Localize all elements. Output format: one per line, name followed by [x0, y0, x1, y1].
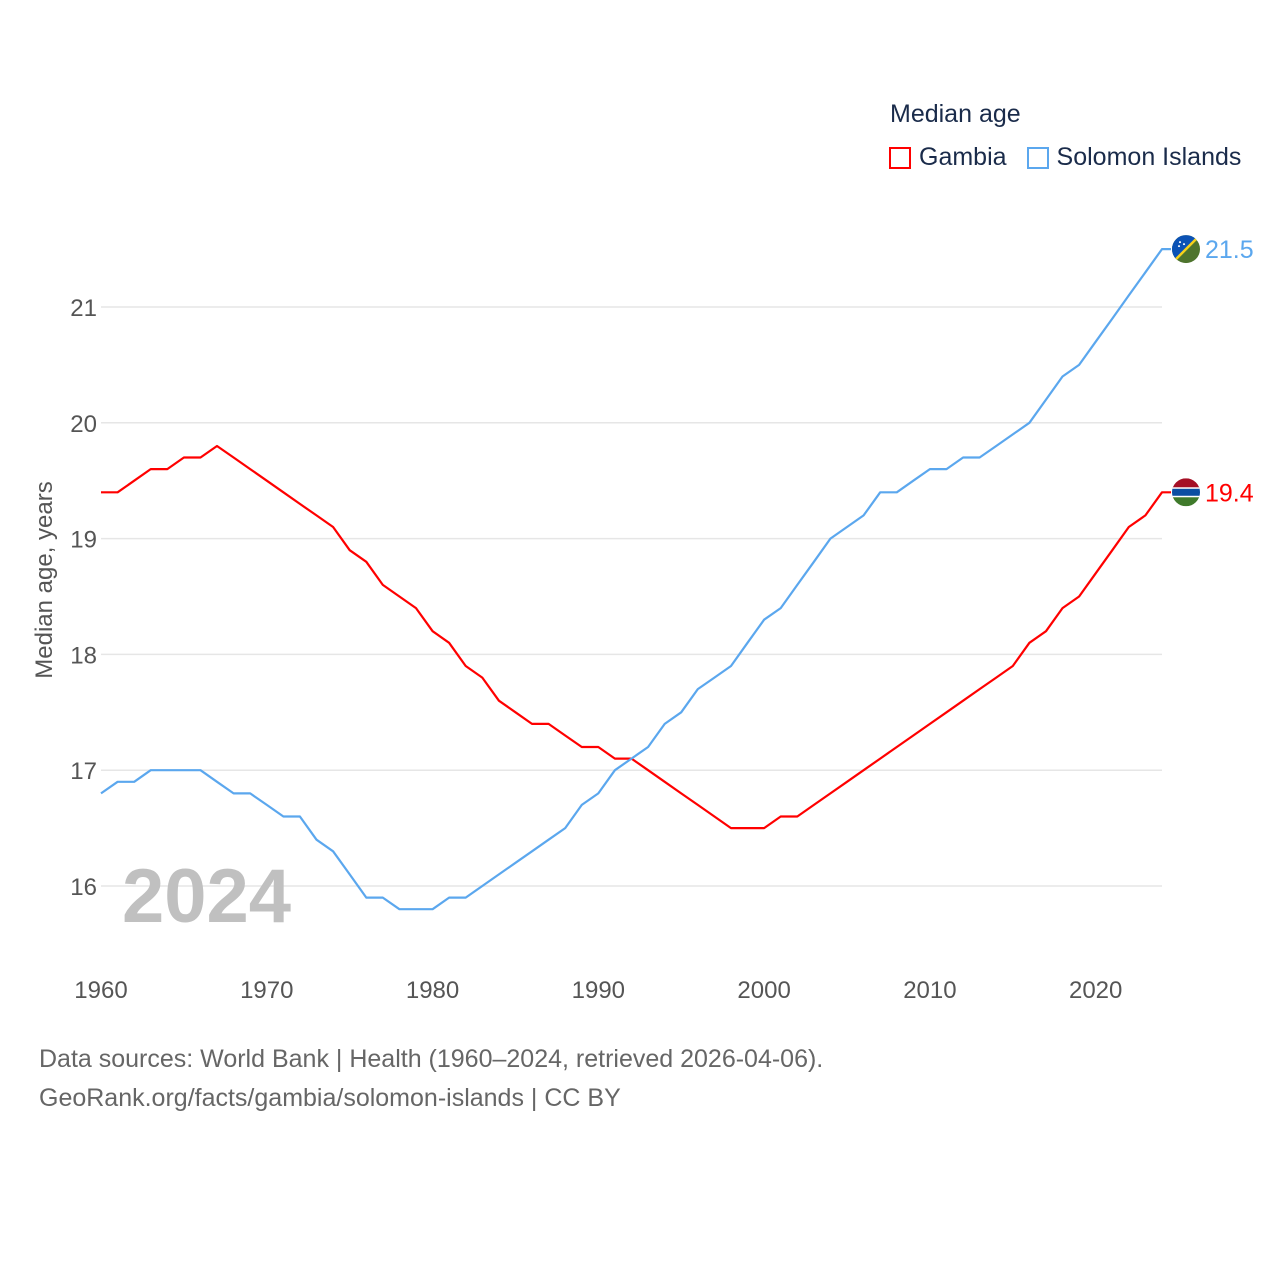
legend-label-gambia: Gambia: [919, 143, 1007, 171]
end-value-label: 19.4: [1205, 479, 1254, 507]
series-line-solomon-islands: [100, 248, 1171, 911]
x-tick-label: 2020: [1069, 977, 1122, 1004]
legend-swatch-gambia: [889, 146, 911, 169]
y-axis-label: Median age, years: [31, 481, 58, 678]
x-tick-label: 1990: [572, 977, 625, 1004]
footer-credit: GeoRank.org/facts/gambia/solomon-islands…: [39, 1084, 621, 1112]
legend-title: Median age: [890, 100, 1021, 128]
y-tick-label: 16: [70, 874, 97, 901]
y-tick-label: 20: [70, 411, 97, 438]
legend-item-gambia[interactable]: Gambia: [889, 143, 1007, 172]
y-tick-label: 19: [70, 527, 97, 554]
x-tick-label: 2010: [903, 977, 956, 1004]
legend-swatch-solomon-islands: [1026, 146, 1049, 169]
series-line-gambia: [101, 444, 1171, 830]
x-tick-label: 1960: [74, 977, 127, 1004]
y-tick-label: 21: [70, 295, 97, 322]
x-tick-label: 1970: [240, 977, 293, 1004]
legend: Gambia Solomon Islands: [889, 143, 1261, 172]
y-tick-label: 17: [70, 758, 97, 785]
legend-label-solomon-islands: Solomon Islands: [1056, 143, 1242, 171]
x-tick-label: 2000: [737, 977, 790, 1004]
y-tick-label: 18: [70, 642, 97, 669]
solomon-islands-flag-icon: [1172, 235, 1200, 264]
year-watermark: 2024: [122, 854, 291, 939]
gambia-flag-icon: [1172, 478, 1200, 507]
x-tick-label: 1980: [406, 977, 459, 1004]
legend-item-solomon-islands[interactable]: Solomon Islands: [1026, 143, 1242, 172]
footer-sources: Data sources: World Bank | Health (1960–…: [39, 1045, 824, 1073]
end-value-label: 21.5: [1205, 236, 1254, 264]
